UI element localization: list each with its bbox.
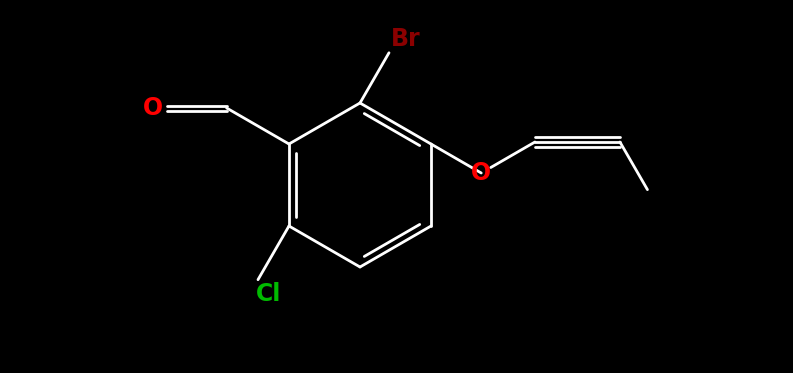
Text: O: O [143,96,163,120]
Text: O: O [471,161,492,185]
Text: Br: Br [391,27,420,51]
Text: Cl: Cl [256,282,282,306]
